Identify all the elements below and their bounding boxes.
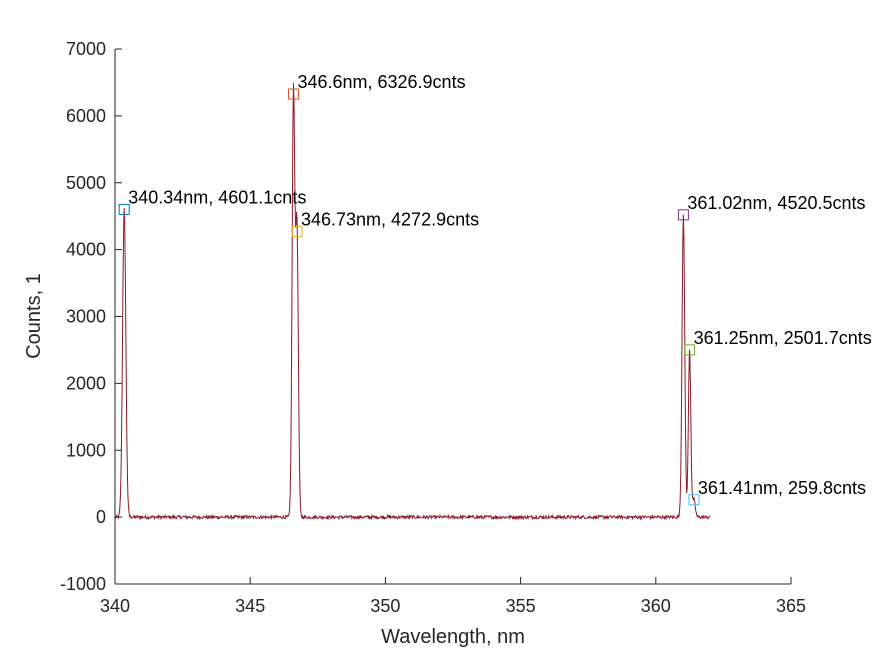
peak-annotation: 346.73nm, 4272.9cnts (301, 209, 479, 229)
peak-annotation: 340.34nm, 4601.1cnts (128, 187, 306, 207)
peak-annotation: 361.02nm, 4520.5cnts (687, 193, 865, 213)
y-tick-label: 4000 (66, 240, 106, 260)
y-tick-label: 6000 (66, 106, 106, 126)
y-axis-label: Counts, 1 (23, 273, 45, 359)
plot-area: 340.34nm, 4601.1cnts 346.6nm, 6326.9cnts 3… (114, 72, 872, 521)
y-tick-label: 5000 (66, 173, 106, 193)
peak-annotation: 361.41nm, 259.8cnts (698, 478, 866, 498)
x-tick-label: 345 (235, 596, 265, 616)
y-tick-label: 3000 (66, 307, 106, 327)
peak-annotation: 346.6nm, 6326.9cnts (297, 72, 465, 92)
x-tick-label: 340 (100, 596, 130, 616)
peak-annotation: 361.25nm, 2501.7cnts (694, 328, 872, 348)
y-tick-label: -1000 (60, 574, 106, 594)
peak-marker (291, 225, 303, 237)
peak-marker (287, 88, 299, 100)
x-tick-label: 355 (506, 596, 536, 616)
x-tick-label: 350 (370, 596, 400, 616)
peak-marker (688, 494, 700, 506)
peak-marker (677, 209, 689, 221)
y-tick-label: 7000 (66, 39, 106, 59)
y-tick-label: 1000 (66, 440, 106, 460)
axes: 340 345 350 355 360 365 -1000 0 1000 2000 3000 4000… (60, 39, 806, 616)
spectrum-line (114, 82, 711, 521)
y-tick-label: 2000 (66, 373, 106, 393)
x-axis-label: Wavelength, nm (381, 626, 525, 648)
peak-marker (118, 203, 130, 215)
y-tick-label: 0 (96, 507, 106, 527)
x-tick-label: 360 (641, 596, 671, 616)
peak-marker (684, 344, 696, 356)
x-tick-label: 365 (776, 596, 806, 616)
